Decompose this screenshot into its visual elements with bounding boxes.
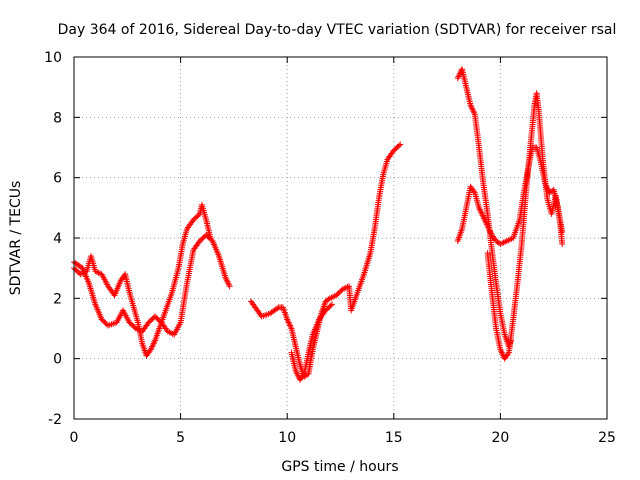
data-point (395, 142, 402, 149)
data-point (274, 305, 281, 312)
data-point (207, 235, 214, 241)
x-axis-label: GPS time / hours (281, 459, 398, 475)
y-tick-label: 4 (53, 231, 62, 247)
data-point (226, 283, 233, 290)
y-tick-label: 6 (53, 171, 62, 187)
y-axis-label: SDTVAR / TECUs (8, 181, 24, 296)
y-tick-label: 2 (53, 291, 62, 307)
x-tick-label: 20 (491, 430, 509, 446)
chart-title: Day 364 of 2016, Sidereal Day-to-day VTE… (58, 22, 617, 38)
data-point (559, 241, 566, 248)
y-tick-label: 10 (44, 50, 62, 66)
y-tick-label: 0 (53, 352, 62, 368)
x-tick-label: 25 (598, 430, 616, 446)
axis-ticks: 0 5 10 15 20 25 -2 0 2 4 6 8 10 (44, 50, 616, 446)
x-tick-label: 5 (176, 430, 185, 446)
x-tick-label: 15 (385, 430, 403, 446)
data-point (327, 302, 334, 309)
data-point (195, 212, 202, 219)
x-tick-label: 10 (278, 430, 296, 446)
y-tick-label: -2 (48, 412, 62, 428)
y-tick-label: 8 (53, 110, 62, 126)
data-series (71, 66, 566, 383)
x-tick-label: 0 (70, 430, 79, 446)
data-point (325, 296, 332, 303)
data-point (397, 141, 404, 148)
data-point (328, 301, 335, 308)
